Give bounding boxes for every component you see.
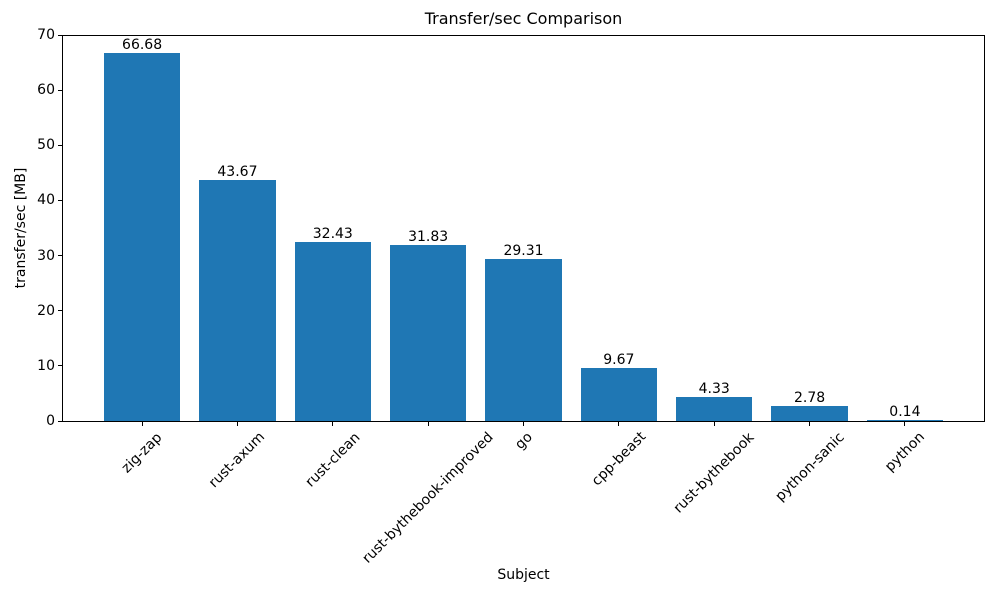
y-tick-mark: [58, 255, 62, 257]
bar-cpp-beast: [580, 367, 657, 421]
bar-value-label: 4.33: [698, 381, 730, 398]
x-tick-mark: [332, 422, 334, 426]
bar-value-label: 31.83: [408, 229, 449, 246]
bar-rust-axum: [199, 180, 276, 421]
bar-value-label: 2.78: [793, 389, 826, 406]
bar-rust-bythebook: [676, 397, 753, 421]
y-tick-mark: [58, 34, 62, 36]
y-tick-mark: [58, 199, 62, 201]
bar-rust-clean: [294, 242, 371, 421]
bar-value-label: 43.67: [217, 164, 258, 181]
bar-rust-bythebook-improved: [390, 245, 467, 421]
y-tick-label: 30: [37, 247, 55, 264]
bar-value-label: 66.68: [122, 37, 163, 54]
y-tick-label: 40: [37, 192, 55, 209]
x-tick-label-zig-zap: zig-zap: [118, 429, 166, 476]
y-tick-label: 0: [46, 413, 55, 429]
x-tick-label-rust-bythebook: rust-bythebook: [670, 429, 758, 517]
x-tick-label-rust-axum: rust-axum: [206, 429, 269, 492]
y-tick-label: 50: [37, 137, 55, 154]
x-tick-label-rust-clean: rust-clean: [302, 429, 364, 491]
y-tick-mark: [58, 89, 62, 91]
y-tick-label: 10: [37, 357, 55, 374]
y-tick-mark: [58, 310, 62, 312]
x-tick-mark: [904, 422, 906, 426]
chart-title: Transfer/sec Comparison: [424, 9, 623, 28]
y-tick-label: 60: [37, 82, 55, 99]
x-tick-mark: [141, 422, 143, 426]
y-tick-mark: [58, 144, 62, 146]
bar-python: [866, 420, 944, 421]
y-tick-mark: [58, 365, 62, 367]
y-tick-label: 70: [37, 27, 55, 43]
x-tick-label-python: python: [881, 429, 928, 476]
x-tick-label-go: go: [511, 429, 536, 453]
bar-value-label: 0.14: [889, 404, 921, 421]
bar-python-sanic: [771, 405, 848, 421]
y-tick-mark: [58, 420, 62, 422]
x-tick-label-python-sanic: python-sanic: [771, 429, 848, 505]
y-axis-label: transfer/sec [MB]: [13, 167, 29, 289]
bar-value-label: 29.31: [503, 243, 544, 260]
x-tick-label-cpp-beast: cpp-beast: [588, 429, 650, 490]
x-tick-mark: [618, 422, 620, 426]
y-tick-label: 20: [37, 302, 55, 319]
x-tick-label-rust-bythebook-improved: rust-bythebook-improved: [359, 429, 497, 567]
bar-value-label: 9.67: [603, 351, 635, 368]
bar-value-label: 32.43: [312, 226, 353, 243]
x-tick-mark: [427, 422, 429, 426]
bar-zig-zap: [103, 53, 181, 421]
x-tick-mark: [809, 422, 811, 426]
x-tick-mark: [236, 422, 238, 426]
x-tick-mark: [523, 422, 524, 426]
x-tick-mark: [713, 422, 715, 426]
x-axis-label: Subject: [497, 567, 550, 583]
bar-go: [485, 259, 562, 421]
